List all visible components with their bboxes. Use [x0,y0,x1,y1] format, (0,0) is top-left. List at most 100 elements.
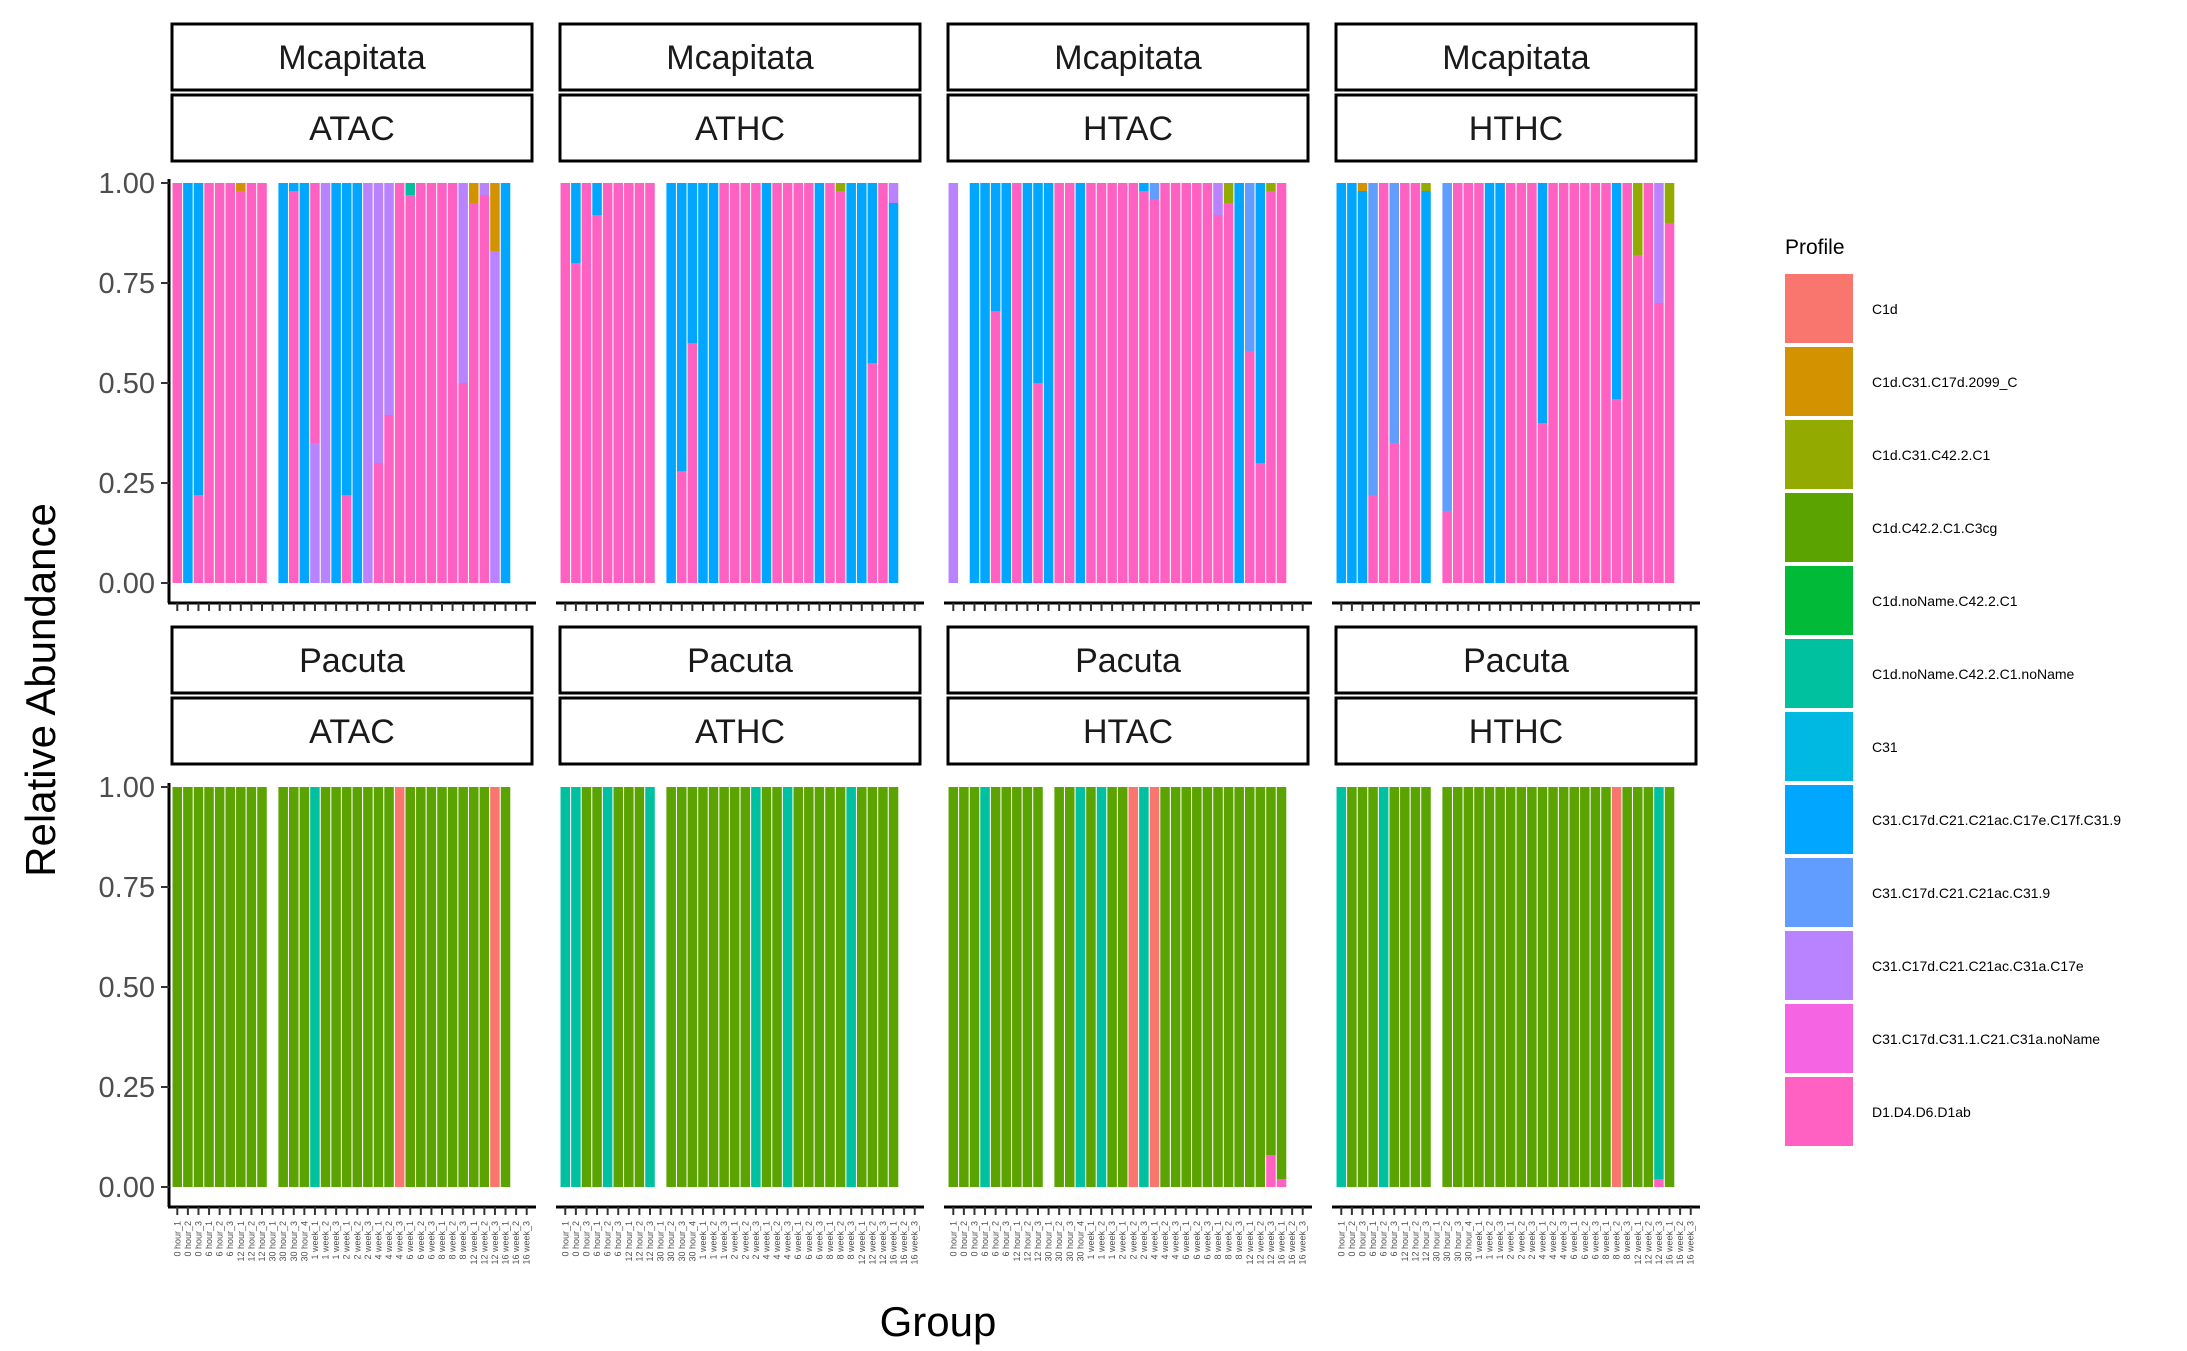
x-tick-label: 12 week_3 [490,1221,500,1265]
bar-segment [602,183,613,583]
bar-segment [214,787,225,1187]
strip-treatment [558,696,922,766]
bar-segment [299,183,310,583]
bar-segment [1580,787,1590,1187]
bar-segment [458,383,468,583]
legend-title: Profile [1785,236,1845,259]
x-axis-title: Group [880,1298,997,1345]
bar-segment [878,183,888,583]
x-tick-label: 30 hour_3 [289,1221,299,1262]
bar-segment [1516,183,1527,583]
x-tick-label: 6 week_3 [1202,1221,1212,1260]
bar-segment [1569,183,1579,583]
y-axis-row-0: 0.00 0.25 0.50 0.75 1.00 [99,168,171,603]
x-tick-label: 2 week_2 [352,1221,362,1260]
bar-segment [289,787,299,1187]
bar-segment [719,787,729,1187]
bar-segment [1463,787,1474,1187]
strip-treatment [170,696,534,766]
x-tick-label: 4 week_3 [395,1221,405,1260]
legend-swatch [1785,1004,1853,1073]
bar-segment [793,787,803,1187]
bar-segment [888,787,899,1187]
x-tick-label: 12 hour_2 [634,1221,644,1262]
x-tick-label: 16 week_3 [1298,1221,1308,1265]
panel-mcapitata-htac: Mcapitata HTAC [944,22,1312,611]
bar-segment [1086,183,1096,583]
bar-segment [172,787,183,1187]
bar-segment [1117,183,1128,583]
bar-segment [857,787,867,1187]
strip-species-label: Mcapitata [1442,39,1589,77]
y-tick-label: 0.75 [99,268,155,300]
x-tick-label: 6 hour_1 [980,1221,990,1257]
x-tick-label: 12 week_1 [469,1221,479,1265]
bar-segment [772,183,782,583]
bar-segment [687,183,698,343]
x-tick-label: 8 week_2 [1612,1221,1622,1260]
bar-segment [1654,303,1664,583]
x-tick-label: 12 hour_3 [257,1221,267,1262]
bar-segment [969,787,980,1187]
bar-segment [1453,787,1463,1187]
x-tick-label: 30 hour_1 [656,1221,666,1262]
x-tick-label: 8 week_3 [1234,1221,1244,1260]
bar-segment [331,183,341,583]
bar-segment [236,191,246,583]
bar-segment [479,195,490,583]
bar-segment [193,495,204,583]
bar-segment [1643,183,1654,583]
x-tick-label: 6 hour_2 [603,1221,613,1257]
x-tick-label: 8 week_1 [825,1221,835,1260]
bar-segment [1139,787,1149,1187]
bar-segment [1633,255,1643,583]
bar-segment [969,183,980,583]
x-tick-label: 30 hour_3 [1065,1221,1075,1262]
bar-segment [624,787,634,1187]
bar-segment [1149,199,1160,583]
x-tick-label: 8 week_3 [846,1221,856,1260]
x-tick-label: 0 hour_3 [969,1221,979,1257]
bar-segment [825,183,835,583]
bar-segment [835,191,846,583]
bar-segment [1601,183,1611,583]
bar-segment [581,183,592,583]
x-tick-label: 16 week_2 [1675,1221,1685,1265]
legend-label: C31.C17d.C21.C21ac.C17e.C17f.C31.9 [1872,812,2121,828]
bar-segment [331,787,341,1187]
legend-swatch [1785,347,1853,416]
bar-segment [1276,183,1287,583]
x-tick-label: 12 week_3 [878,1221,888,1265]
x-tick-label: 1 week_1 [1086,1221,1096,1260]
bar-segment [1336,787,1347,1187]
y-tick-label: 0.25 [99,1072,155,1104]
bar-segment [236,183,246,191]
x-tick-label: 12 hour_1 [1400,1221,1410,1262]
x-tick-label: 16 week_3 [522,1221,532,1265]
bar-segment [687,343,698,583]
bar-segment [479,787,490,1187]
bar-segment [458,183,468,383]
bar-segment [624,183,634,583]
bar-segment [1170,787,1181,1187]
x-tick-label: 4 week_3 [1559,1221,1569,1260]
bar-segment [761,787,772,1187]
bar-segment [479,183,490,195]
x-tick-label: 30 hour_1 [1044,1221,1054,1262]
bar-segment [1234,183,1244,583]
bar-segment [458,787,468,1187]
bar-segment [990,183,1001,311]
bar-segment [1389,183,1399,443]
bar-segment [225,787,235,1187]
x-tick-label: 6 hour_3 [225,1221,235,1257]
x-tick-label: 4 week_1 [1149,1221,1159,1260]
bar-segment [1213,215,1223,583]
bar-segment [1266,191,1276,583]
bar-segment [1276,787,1287,1179]
bar-segment [1223,183,1234,203]
bar-segment [405,183,415,195]
y-tick-label: 0.00 [99,568,155,600]
x-tick-label: 2 week_1 [1506,1221,1516,1260]
bar-segment [677,471,687,583]
